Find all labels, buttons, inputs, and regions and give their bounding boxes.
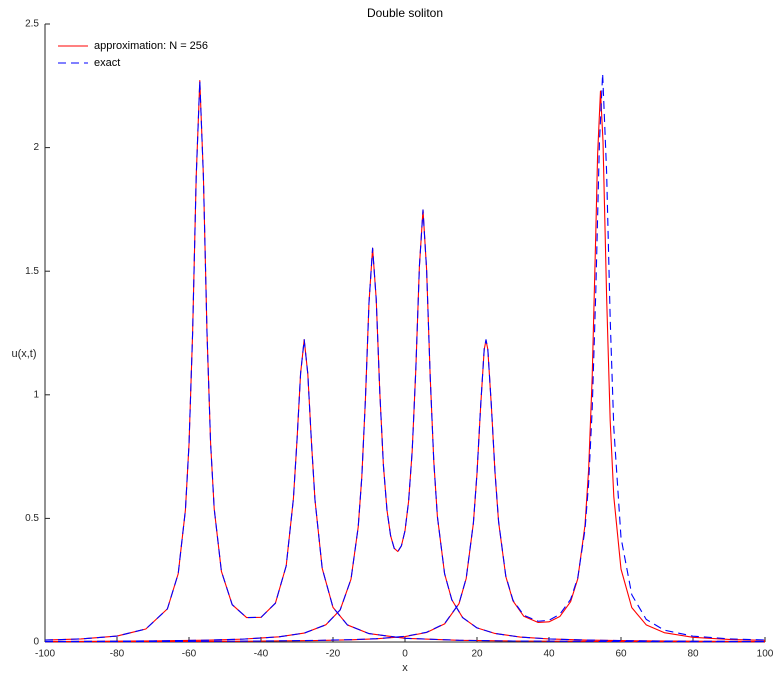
series-line: [44, 90, 766, 643]
legend-label: approximation: N = 256: [94, 40, 208, 52]
x-tick-label: -20: [326, 649, 341, 660]
y-tick-label: 1.5: [25, 266, 39, 277]
y-tick-label: 2.5: [25, 19, 39, 30]
x-tick-label: 60: [615, 649, 627, 660]
x-tick-label: 80: [687, 649, 699, 660]
x-tick-label: -60: [182, 649, 197, 660]
series-line: [44, 209, 766, 643]
y-tick-label: 0: [33, 637, 39, 648]
legend-label: exact: [94, 57, 120, 69]
x-tick-label: 0: [402, 649, 408, 660]
series-line: [44, 73, 766, 643]
series-line: [44, 209, 766, 643]
series-line: [44, 80, 766, 643]
y-tick-label: 1: [33, 389, 39, 400]
x-tick-label: 40: [543, 649, 555, 660]
x-tick-label: 20: [471, 649, 483, 660]
chart-title: Double soliton: [367, 6, 443, 20]
x-tick-label: -80: [110, 649, 125, 660]
y-tick-label: 2: [33, 142, 39, 153]
series-line: [44, 80, 766, 643]
x-tick-label: 100: [757, 649, 774, 660]
y-tick-label: 0.5: [25, 513, 39, 524]
x-tick-label: -40: [254, 649, 269, 660]
y-axis-label: u(x,t): [11, 348, 36, 360]
x-axis-label: x: [402, 662, 408, 674]
x-tick-label: -100: [35, 649, 55, 660]
